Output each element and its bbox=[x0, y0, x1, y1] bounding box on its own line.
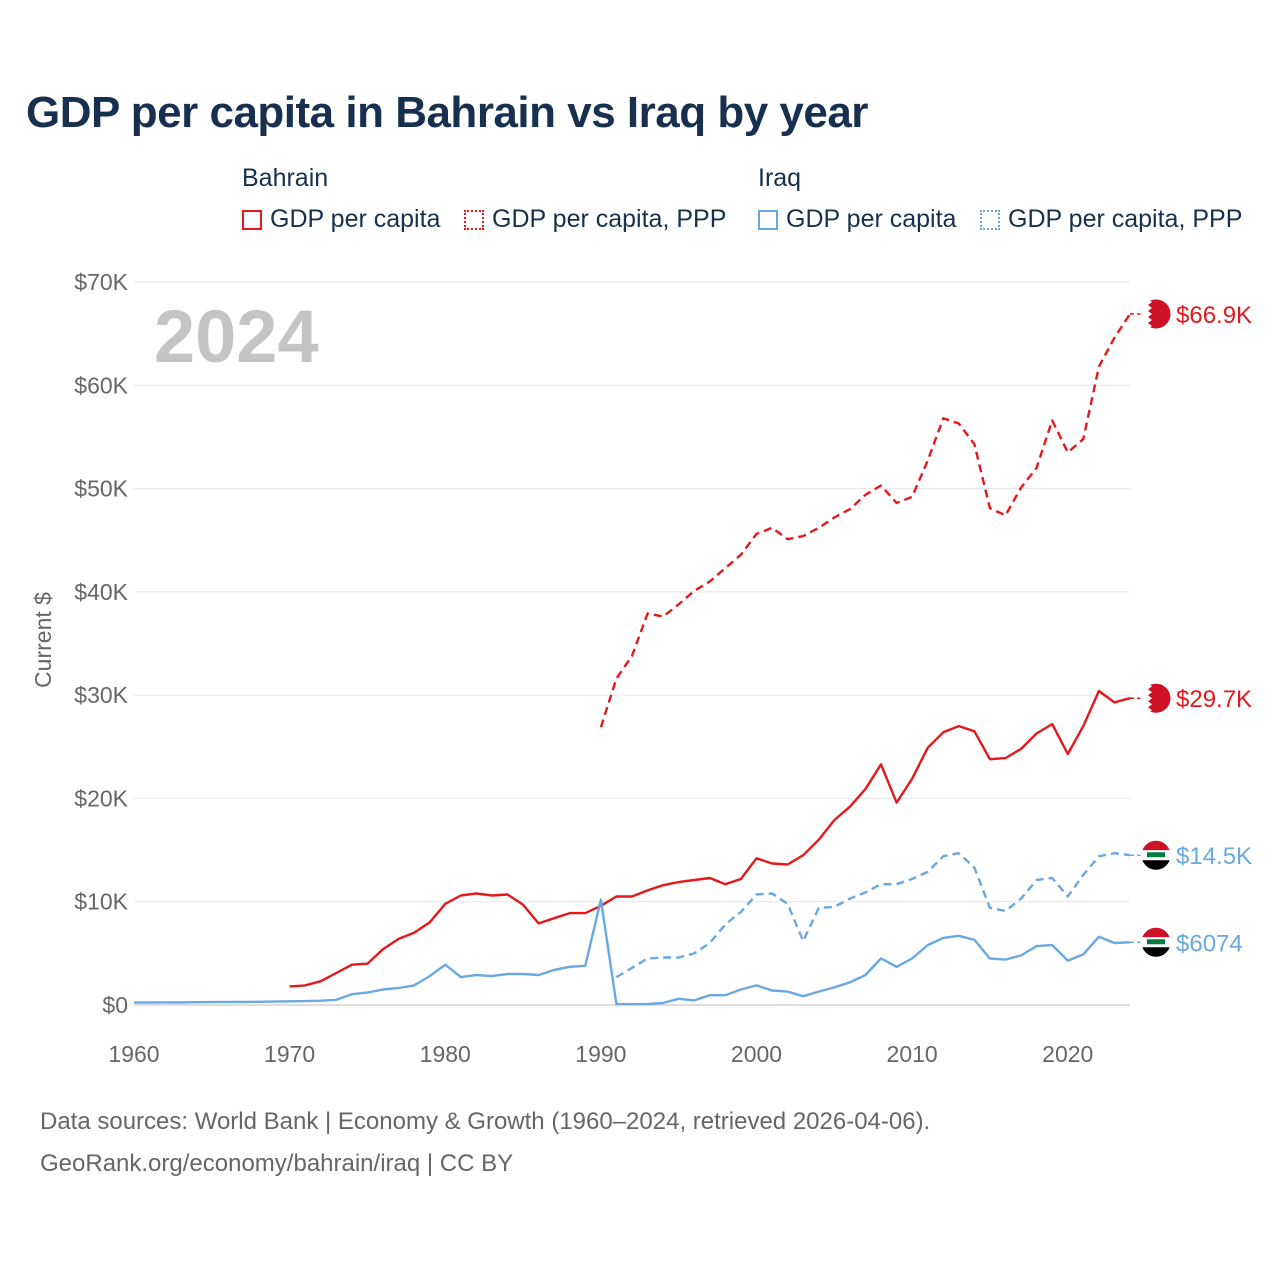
iraq-flag-icon bbox=[1140, 839, 1172, 871]
x-tick-label: 1960 bbox=[108, 1041, 159, 1067]
legend-group-bahrain: Bahrain bbox=[242, 164, 329, 192]
series-line-3[interactable] bbox=[615, 852, 1131, 979]
y-tick-label: $50K bbox=[74, 476, 128, 502]
end-value-label: $6074 bbox=[1176, 930, 1243, 957]
y-axis-label: Current $ bbox=[30, 592, 56, 688]
bahrain-flag-icon bbox=[1140, 298, 1172, 330]
x-tick-label: 1980 bbox=[420, 1041, 471, 1067]
chart-title: GDP per capita in Bahrain vs Iraq by yea… bbox=[26, 88, 868, 137]
x-tick-label: 2020 bbox=[1042, 1041, 1093, 1067]
end-value-label: $14.5K bbox=[1176, 843, 1252, 870]
legend-item-iraq-gdp[interactable]: GDP per capita bbox=[758, 205, 956, 234]
legend-label: GDP per capita, PPP bbox=[492, 205, 727, 233]
x-tick-label: 1990 bbox=[575, 1041, 626, 1067]
y-tick-label: $20K bbox=[74, 785, 128, 811]
y-tick-label: $60K bbox=[74, 372, 128, 398]
legend-label: GDP per capita, PPP bbox=[1008, 205, 1243, 233]
legend-item-bahrain-gdp-ppp[interactable]: GDP per capita, PPP bbox=[464, 205, 726, 234]
footer-sources: Data sources: World Bank | Economy & Gro… bbox=[40, 1108, 931, 1135]
y-tick-label: $0 bbox=[102, 992, 128, 1018]
iraq-flag-icon bbox=[1140, 926, 1172, 958]
legend-swatch-solid-icon bbox=[242, 209, 262, 230]
end-value-label: $29.7K bbox=[1176, 686, 1252, 713]
y-tick-label: $70K bbox=[74, 269, 128, 295]
legend-swatch-dotted-icon bbox=[464, 209, 484, 230]
series-line-2[interactable] bbox=[133, 898, 1131, 1006]
y-tick-label: $10K bbox=[74, 889, 128, 915]
legend-label: GDP per capita bbox=[270, 205, 441, 233]
legend-swatch-solid-icon bbox=[758, 209, 778, 230]
y-tick-label: $30K bbox=[74, 682, 128, 708]
series-line-0[interactable] bbox=[289, 689, 1131, 988]
x-tick-label: 1970 bbox=[264, 1041, 315, 1067]
x-tick-label: 2000 bbox=[731, 1041, 782, 1067]
bahrain-flag-icon bbox=[1140, 682, 1172, 714]
y-tick-label: $40K bbox=[74, 579, 128, 605]
footer-link[interactable]: GeoRank.org/economy/bahrain/iraq | CC BY bbox=[40, 1150, 514, 1177]
legend-group-iraq: Iraq bbox=[758, 164, 802, 192]
end-value-label: $66.9K bbox=[1176, 302, 1252, 329]
legend-swatch-dotted-icon bbox=[980, 209, 1000, 230]
series-line-1[interactable] bbox=[599, 313, 1132, 728]
legend-item-iraq-gdp-ppp[interactable]: GDP per capita, PPP bbox=[980, 205, 1242, 234]
x-tick-label: 2010 bbox=[887, 1041, 938, 1067]
legend-item-bahrain-gdp[interactable]: GDP per capita bbox=[242, 205, 440, 234]
legend-label: GDP per capita bbox=[786, 205, 957, 233]
year-watermark: 2024 bbox=[154, 295, 319, 378]
